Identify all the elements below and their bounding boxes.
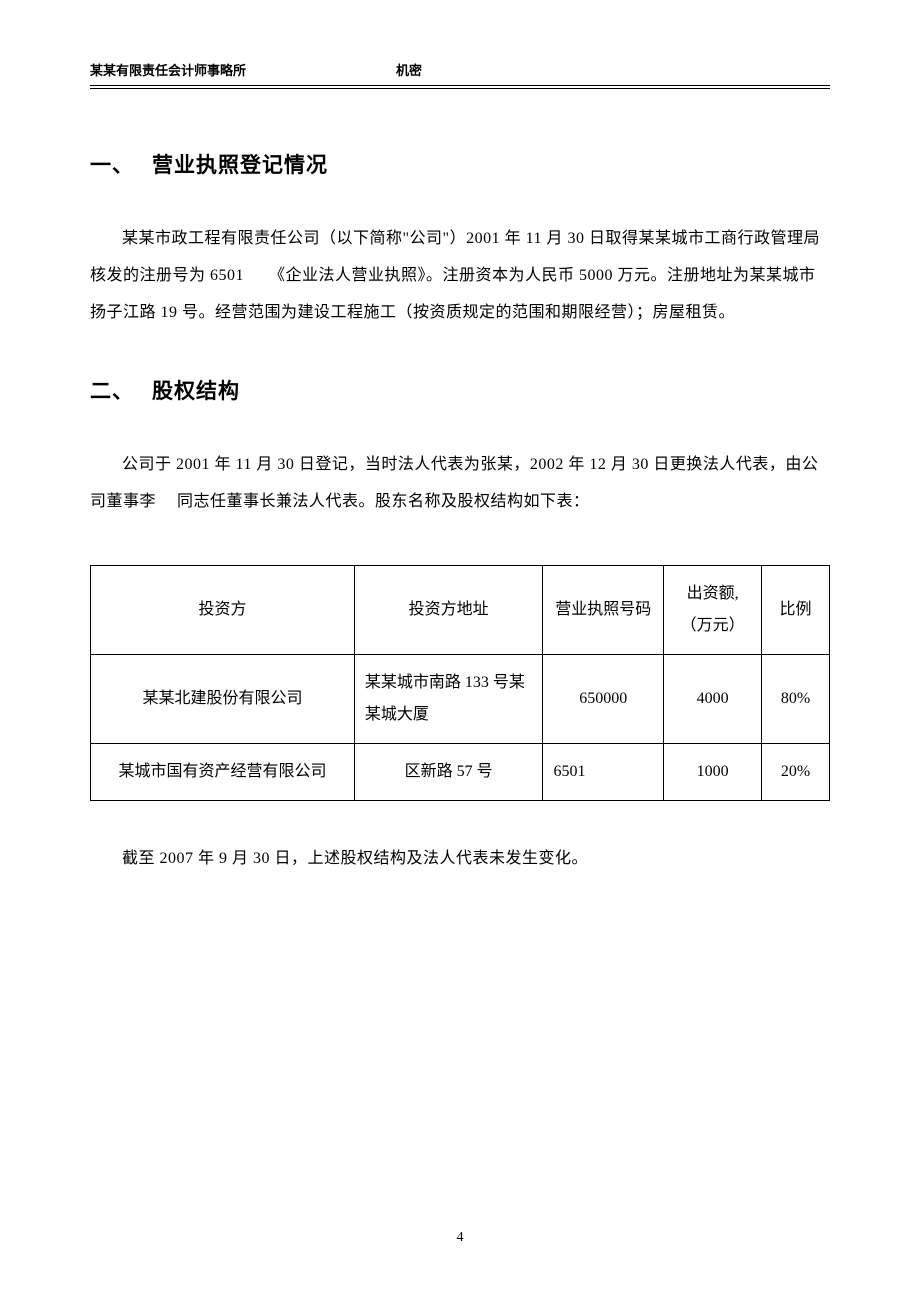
td-address: 区新路 57 号 <box>354 743 543 800</box>
th-ratio: 比例 <box>762 565 830 654</box>
td-license: 6501 <box>543 743 664 800</box>
td-ratio: 80% <box>762 654 830 743</box>
th-investor: 投资方 <box>91 565 355 654</box>
th-amount: 出资额,（万元） <box>664 565 762 654</box>
table-header-row: 投资方 投资方地址 营业执照号码 出资额,（万元） 比例 <box>91 565 830 654</box>
header-classification: 机密 <box>396 60 422 79</box>
th-license: 营业执照号码 <box>543 565 664 654</box>
document-page: 某某有限责任会计师事略所 机密 一、营业执照登记情况 某某市政工程有限责任公司（… <box>0 0 920 878</box>
td-investor: 某某北建股份有限公司 <box>91 654 355 743</box>
td-amount: 4000 <box>664 654 762 743</box>
section-2-paragraph: 公司于 2001 年 11 月 30 日登记，当时法人代表为张某，2002 年 … <box>90 447 830 521</box>
td-license: 650000 <box>543 654 664 743</box>
section-1-number: 一、 <box>90 153 134 177</box>
th-address: 投资方地址 <box>354 565 543 654</box>
table-row: 某城市国有资产经营有限公司 区新路 57 号 6501 1000 20% <box>91 743 830 800</box>
section-2-number: 二、 <box>90 379 134 403</box>
page-header: 某某有限责任会计师事略所 机密 <box>90 60 830 86</box>
section-1-paragraph: 某某市政工程有限责任公司（以下简称"公司"）2001 年 11 月 30 日取得… <box>90 221 830 331</box>
td-ratio: 20% <box>762 743 830 800</box>
equity-structure-table: 投资方 投资方地址 营业执照号码 出资额,（万元） 比例 某某北建股份有限公司 … <box>90 565 830 801</box>
td-address: 某某城市南路 133 号某某城大厦 <box>354 654 543 743</box>
table-row: 某某北建股份有限公司 某某城市南路 133 号某某城大厦 650000 4000… <box>91 654 830 743</box>
section-2-title: 股权结构 <box>152 379 240 403</box>
section-2-heading: 二、股权结构 <box>90 375 830 405</box>
td-amount: 1000 <box>664 743 762 800</box>
page-number: 4 <box>0 1230 920 1246</box>
section-1-title: 营业执照登记情况 <box>152 153 328 177</box>
header-firm-name: 某某有限责任会计师事略所 <box>90 60 246 79</box>
header-divider <box>90 88 830 89</box>
closing-paragraph: 截至 2007 年 9 月 30 日，上述股权结构及法人代表未发生变化。 <box>90 841 830 878</box>
td-investor: 某城市国有资产经营有限公司 <box>91 743 355 800</box>
section-1-heading: 一、营业执照登记情况 <box>90 149 830 179</box>
